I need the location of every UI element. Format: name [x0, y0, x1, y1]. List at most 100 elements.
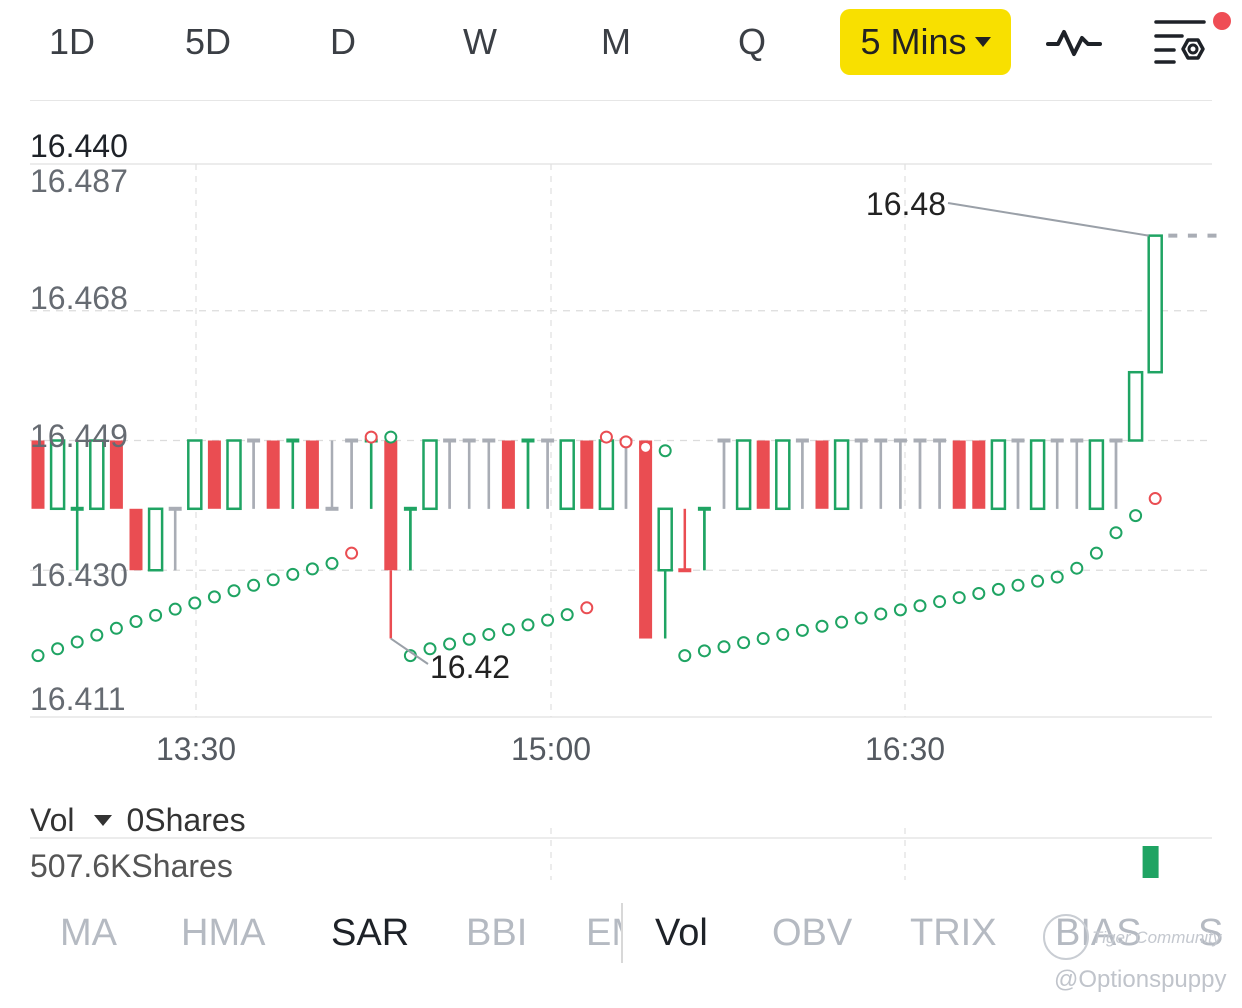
- candle-body[interactable]: [559, 439, 575, 511]
- candle-body[interactable]: [833, 439, 850, 511]
- candle-body[interactable]: [501, 440, 515, 509]
- candle-body[interactable]: [657, 507, 673, 572]
- period-1d[interactable]: 1D: [48, 21, 96, 62]
- tab-vol[interactable]: Vol: [655, 912, 708, 954]
- sar-dot: [795, 623, 809, 637]
- sar-dot: [188, 596, 202, 610]
- candle-body[interactable]: [1029, 439, 1046, 511]
- interval-label: 5 Mins: [860, 21, 967, 62]
- candle-body[interactable]: [756, 440, 770, 509]
- caret-down-icon: [974, 37, 991, 47]
- watermark-user: @Optionspuppy: [1054, 966, 1227, 993]
- sar-dot: [207, 590, 221, 604]
- sar-dot: [305, 562, 319, 576]
- volume-max-label: 507.6KShares: [30, 848, 233, 884]
- sar-dot: [1129, 509, 1143, 523]
- divider: [30, 100, 1212, 101]
- candle-body[interactable]: [990, 439, 1007, 511]
- volume-current: 0Shares: [126, 801, 246, 838]
- sar-dot: [423, 642, 437, 656]
- tab-hma[interactable]: HMA: [181, 912, 266, 954]
- candle-body[interactable]: [49, 439, 66, 511]
- sar-dot: [737, 636, 751, 650]
- period-5d[interactable]: 5D: [184, 21, 232, 62]
- tab-ema[interactable]: EMA: [586, 912, 621, 954]
- sar-dot: [1089, 546, 1103, 560]
- candle-body[interactable]: [952, 440, 966, 509]
- y-tick-label: 16.468: [30, 280, 128, 316]
- sar-dot: [149, 608, 163, 622]
- sar-dot: [678, 649, 692, 663]
- watermark-brand: Tiger Community: [1092, 928, 1222, 947]
- candle-body[interactable]: [226, 439, 242, 511]
- volume-bar: [1142, 846, 1159, 878]
- caret-down-icon[interactable]: [94, 814, 113, 826]
- period-bar: 1D 5D D W M Q 5 Mins: [0, 0, 1242, 84]
- sar-dot: [325, 556, 339, 570]
- candle-body[interactable]: [1127, 370, 1144, 442]
- tab-ema-clip: EMA: [586, 905, 621, 965]
- candle-body[interactable]: [735, 439, 752, 511]
- sar-dot: [51, 642, 65, 656]
- sar-dot: [168, 602, 182, 616]
- candle-body[interactable]: [266, 440, 280, 509]
- volume-header[interactable]: Vol 0Shares: [30, 800, 246, 840]
- candle-body[interactable]: [639, 440, 653, 639]
- candle-body[interactable]: [775, 439, 791, 511]
- interval-selector[interactable]: 5 Mins: [840, 9, 1011, 75]
- y-tick-label: 16.430: [30, 557, 128, 593]
- sar-dot: [933, 595, 947, 609]
- candle-body[interactable]: [89, 439, 105, 511]
- sar-dot: [1050, 570, 1064, 584]
- tab-obv[interactable]: OBV: [772, 912, 853, 954]
- period-month[interactable]: M: [601, 21, 631, 62]
- candle-body[interactable]: [384, 440, 398, 571]
- sar-dot: [1148, 492, 1162, 506]
- sar-dot: [658, 444, 672, 458]
- tab-sar[interactable]: SAR: [331, 912, 410, 954]
- period-quarter[interactable]: Q: [737, 21, 766, 62]
- candle-body[interactable]: [305, 440, 319, 509]
- candle-body[interactable]: [31, 440, 45, 509]
- tab-more[interactable]: S: [1198, 912, 1224, 954]
- sar-dot: [1011, 578, 1025, 592]
- candle-body[interactable]: [187, 439, 203, 511]
- sar-dot: [1031, 574, 1045, 588]
- tab-ma[interactable]: MA: [60, 912, 117, 954]
- notification-dot: [1213, 12, 1231, 30]
- sar-dot: [717, 640, 731, 654]
- sar-dot: [286, 567, 300, 581]
- high-leader-line: [947, 202, 1149, 237]
- candle-body[interactable]: [815, 440, 829, 509]
- candle-body[interactable]: [422, 439, 438, 511]
- low-leader-line: [390, 637, 429, 665]
- sar-dot: [560, 608, 574, 622]
- x-tick-label: 15:00: [511, 731, 591, 767]
- period-day[interactable]: D: [330, 21, 356, 62]
- x-tick-label: 13:30: [156, 731, 236, 767]
- candle-body[interactable]: [598, 439, 615, 511]
- sar-dot: [227, 584, 241, 598]
- tab-trix[interactable]: TRIX: [910, 912, 997, 954]
- y-tick-label: 16.487: [30, 163, 128, 199]
- tiger-logo-icon: [1043, 914, 1089, 960]
- candle-body[interactable]: [1147, 234, 1163, 374]
- candle-body[interactable]: [1088, 439, 1105, 511]
- sar-dot: [854, 611, 868, 625]
- candle-body[interactable]: [972, 440, 986, 509]
- list-settings-icon[interactable]: [1152, 16, 1208, 68]
- sar-dot: [893, 603, 907, 617]
- waveform-icon[interactable]: [1044, 22, 1104, 62]
- candle-body[interactable]: [580, 440, 594, 509]
- tab-bbi[interactable]: BBI: [466, 912, 528, 954]
- candle-body[interactable]: [207, 440, 221, 509]
- sar-dot: [384, 430, 398, 444]
- low-price-label: 16.42: [430, 649, 510, 685]
- sar-dot: [129, 614, 143, 628]
- candle-body[interactable]: [129, 508, 143, 571]
- period-week[interactable]: W: [463, 21, 497, 62]
- candle-body[interactable]: [147, 507, 164, 572]
- candle-body[interactable]: [109, 440, 123, 509]
- indicator-tabs: MA HMA SAR BBI EMA Vol OBV TRIX BIAS S: [0, 905, 1242, 965]
